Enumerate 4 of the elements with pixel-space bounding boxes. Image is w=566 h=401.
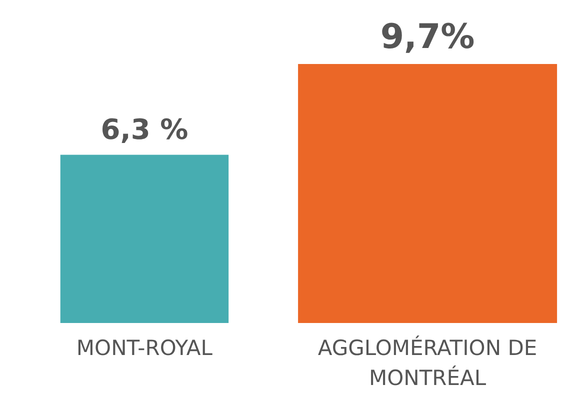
data-label: 9,7% xyxy=(380,17,475,57)
data-label: 6,3 % xyxy=(100,112,188,146)
x-tick-label: AGGLOMÉRATION DE MONTRÉAL xyxy=(318,335,538,390)
x-tick-label: MONT-ROYAL xyxy=(76,336,213,360)
